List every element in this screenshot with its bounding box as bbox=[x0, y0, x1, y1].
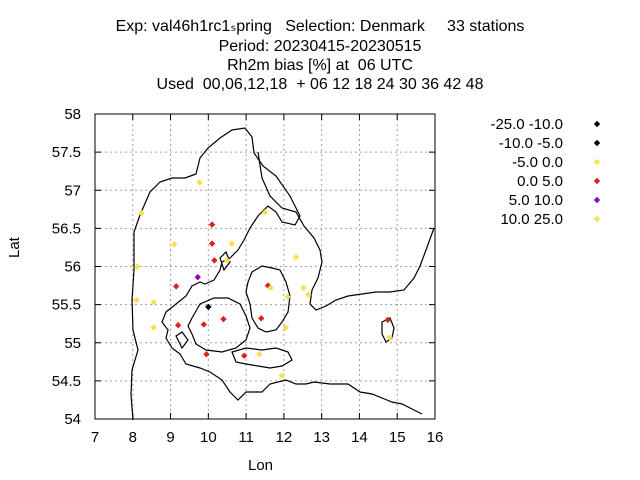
coastline-map bbox=[130, 127, 435, 421]
legend-marker-1 bbox=[593, 139, 601, 147]
legend-label-4: 5.0 10.0 bbox=[508, 192, 563, 209]
station-point-29 bbox=[203, 350, 210, 358]
title-line-used: Used 00,06,12,18 + 06 12 18 24 30 36 42 … bbox=[156, 76, 484, 93]
station-point-26 bbox=[282, 324, 289, 331]
station-point-15 bbox=[300, 284, 307, 292]
x-tick-label-0: 7 bbox=[91, 429, 99, 446]
legend-label-2: -5.0 0.0 bbox=[512, 154, 563, 171]
axis-ticks: 7 8 9 10 11 12 13 14 15 16 54 54.5 55 55.5 56 56.5 57 57.… bbox=[52, 106, 444, 446]
legend-marker-4 bbox=[593, 196, 601, 204]
legend-label-5: 10.0 25.0 bbox=[500, 211, 563, 228]
station-point-32 bbox=[278, 372, 286, 379]
station-point-10 bbox=[134, 263, 141, 270]
station-point-27 bbox=[384, 316, 391, 324]
station-point-25 bbox=[150, 324, 157, 331]
station-point-5 bbox=[208, 240, 216, 247]
title-line-period: Period: 20230415-20230515 bbox=[218, 38, 422, 55]
station-point-30 bbox=[241, 352, 248, 359]
y-tick-label-0: 54 bbox=[64, 411, 81, 428]
legend-marker-3 bbox=[593, 177, 601, 185]
coastline-baltic-south bbox=[313, 381, 423, 415]
x-tick-label-4: 11 bbox=[238, 429, 254, 446]
station-point-2 bbox=[261, 209, 269, 216]
coastline-zealand bbox=[245, 265, 291, 333]
station-point-7 bbox=[211, 257, 218, 264]
legend-marker-2 bbox=[593, 158, 601, 166]
legend-markers bbox=[593, 120, 601, 223]
y-tick-label-1: 54.5 bbox=[52, 373, 81, 390]
coastline-samso bbox=[219, 250, 231, 272]
coastline-funen bbox=[187, 297, 251, 353]
station-point-1 bbox=[138, 209, 145, 217]
station-point-21 bbox=[220, 315, 227, 323]
station-point-19 bbox=[150, 299, 157, 306]
legend-label-1: -10.0 -5.0 bbox=[498, 135, 563, 152]
legend-label-3: 0.0 5.0 bbox=[517, 173, 563, 190]
x-tick-label-2: 9 bbox=[166, 429, 174, 446]
station-point-17 bbox=[284, 293, 291, 301]
y-tick-label-4: 56 bbox=[64, 259, 81, 276]
coastline-sweden bbox=[257, 151, 435, 311]
y-tick-label-7: 57.5 bbox=[52, 144, 81, 161]
y-tick-label-5: 56.5 bbox=[52, 220, 81, 237]
x-tick-label-6: 13 bbox=[313, 429, 330, 446]
y-axis-label: Lat bbox=[6, 237, 23, 258]
x-tick-label-3: 10 bbox=[200, 429, 217, 446]
legend-marker-5 bbox=[593, 215, 601, 223]
station-point-31 bbox=[256, 350, 263, 358]
x-tick-label-5: 12 bbox=[276, 429, 293, 446]
station-point-24 bbox=[200, 321, 207, 328]
station-point-4 bbox=[171, 241, 178, 248]
station-point-0 bbox=[196, 179, 203, 186]
x-axis-label: Lon bbox=[248, 457, 274, 474]
data-points bbox=[133, 179, 393, 379]
station-point-20 bbox=[205, 303, 212, 311]
legend-marker-0 bbox=[593, 120, 601, 128]
station-point-22 bbox=[258, 315, 265, 322]
y-tick-label-3: 55.5 bbox=[52, 297, 81, 314]
station-point-3 bbox=[208, 221, 216, 228]
y-tick-label-6: 57 bbox=[64, 182, 81, 199]
x-tick-label-7: 14 bbox=[351, 429, 368, 446]
x-tick-label-8: 15 bbox=[389, 429, 406, 446]
station-point-8 bbox=[224, 257, 231, 264]
station-point-11 bbox=[194, 273, 201, 281]
x-tick-label-1: 8 bbox=[129, 429, 137, 446]
legend-label-0: -25.0 -10.0 bbox=[490, 116, 563, 133]
station-point-28 bbox=[386, 334, 393, 341]
y-tick-label-8: 58 bbox=[64, 106, 81, 123]
coastline-als bbox=[175, 331, 189, 350]
coastline-jutland bbox=[130, 127, 315, 421]
station-point-18 bbox=[133, 296, 140, 304]
station-point-6 bbox=[228, 240, 235, 247]
station-point-14 bbox=[267, 284, 274, 292]
station-point-12 bbox=[173, 283, 180, 290]
x-tick-label-9: 16 bbox=[427, 429, 444, 446]
station-point-16 bbox=[305, 291, 312, 298]
title-line-parameter: Rh2m bias [%] at 06 UTC bbox=[227, 57, 413, 74]
station-point-9 bbox=[292, 254, 300, 261]
station-point-23 bbox=[174, 322, 182, 329]
coastline-lolland bbox=[231, 347, 293, 369]
title-line-experiment: Exp: val46h1rc1ₛpring Selection: Denmark… bbox=[115, 18, 525, 35]
y-tick-label-2: 55 bbox=[64, 335, 81, 352]
